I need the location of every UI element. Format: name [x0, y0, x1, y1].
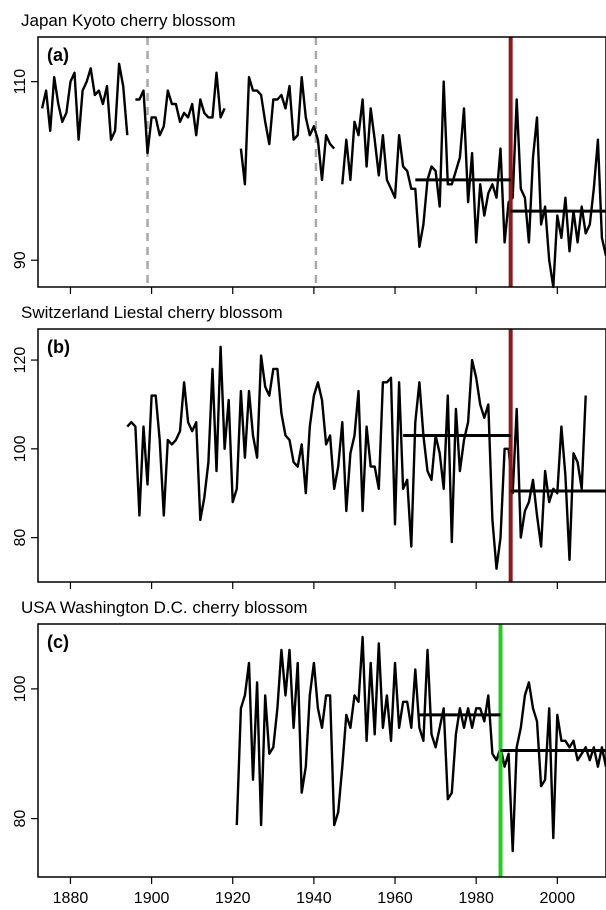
x-tick-label: 1920 — [215, 890, 251, 907]
x-tick-label: 1880 — [53, 890, 89, 907]
x-tick-label: 1960 — [377, 890, 413, 907]
x-tick-label: 1940 — [296, 890, 332, 907]
panel-title: Japan Kyoto cherry blossom — [21, 11, 236, 30]
x-tick-label: 1900 — [134, 890, 170, 907]
y-tick-label: 110 — [12, 69, 29, 95]
series-line — [235, 635, 606, 853]
y-tick-label: 100 — [12, 675, 29, 702]
panel-title: USA Washington D.C. cherry blossom — [21, 598, 308, 617]
series-line — [40, 62, 129, 141]
panel-label: (c) — [47, 632, 69, 652]
x-tick-label: 2000 — [540, 890, 576, 907]
y-tick-label: 120 — [12, 347, 29, 374]
plot-frame — [37, 328, 606, 583]
plot-frame — [37, 623, 606, 878]
series-line — [126, 345, 587, 570]
y-tick-label: 80 — [12, 529, 29, 547]
series-line — [341, 80, 606, 289]
y-tick-label: 80 — [12, 810, 29, 828]
panel-3: USA Washington D.C. cherry blossom (c) 80 1… — [12, 598, 606, 907]
panel-title: Switzerland Liestal cherry blossom — [21, 303, 283, 322]
y-tick-label: 90 — [12, 251, 29, 269]
plot-frame — [37, 36, 606, 288]
panel-1: Japan Kyoto cherry blossom (a) 90 110 — [12, 11, 606, 294]
panel-label: (b) — [47, 337, 70, 357]
y-tick-label: 100 — [12, 435, 29, 462]
x-tick-label: 1980 — [458, 890, 494, 907]
series-line — [135, 71, 226, 155]
series-line — [239, 75, 336, 186]
panel-2: Switzerland Liestal cherry blossom (b) 80 1… — [12, 303, 606, 589]
panel-label: (a) — [47, 45, 69, 65]
